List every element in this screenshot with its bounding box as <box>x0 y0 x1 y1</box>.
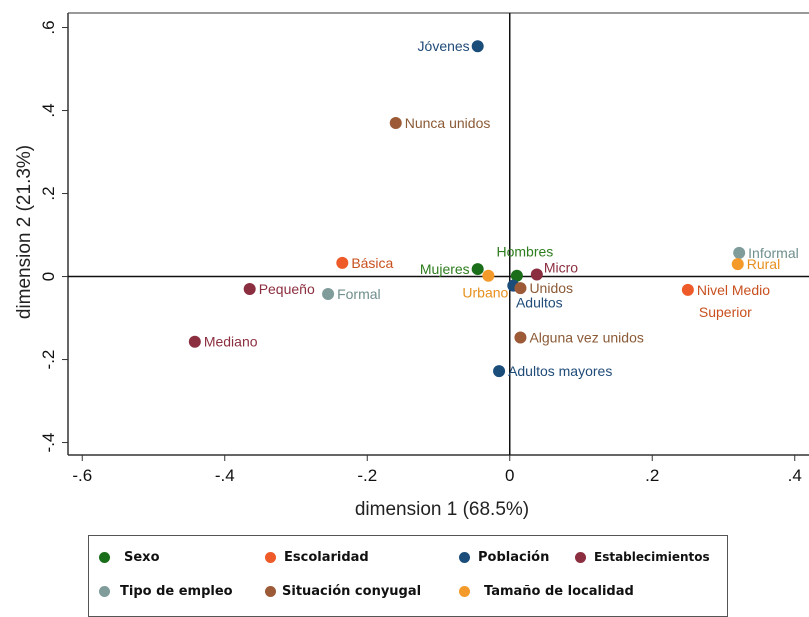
data-point <box>471 40 484 53</box>
data-point <box>731 258 744 271</box>
y-axis-title: dimension 2 (21.3%) <box>14 145 35 319</box>
x-tick-label: -.4 <box>215 466 235 485</box>
data-point <box>514 331 527 344</box>
legend-label: Escolaridad <box>284 550 369 565</box>
point-label: Nunca unidos <box>405 115 491 131</box>
point-label: Urbano <box>462 285 508 301</box>
point-label: Informal <box>748 245 799 261</box>
data-point <box>243 282 256 295</box>
legend-swatch <box>575 551 586 563</box>
axes: -.6 -.4 -.2 0 .2 .4 -.4 -.2 0 .2 .4 .6 <box>39 12 809 485</box>
data-point <box>733 246 746 259</box>
point-label: Adultos mayores <box>508 363 612 379</box>
y-tick-label: 0 <box>39 272 58 281</box>
legend-item-situacion-conyugal: Situación conyugal <box>265 584 421 599</box>
x-tick-label: .2 <box>645 466 659 485</box>
y-tick-label: .6 <box>39 20 58 34</box>
data-point <box>493 365 506 378</box>
legend-swatch <box>99 586 110 597</box>
data-point <box>681 283 694 296</box>
x-tick-label: .4 <box>788 466 802 485</box>
data-point <box>389 116 402 129</box>
legend-item-poblacion: Población <box>459 550 549 565</box>
legend-label: Situación conyugal <box>282 584 422 599</box>
y-tick-label: -.4 <box>39 433 58 453</box>
legend: Sexo Escolaridad Población Establecimien… <box>88 535 728 617</box>
data-point <box>336 256 349 269</box>
y-tick-label: .4 <box>39 103 58 117</box>
data-point <box>514 282 527 295</box>
data-point <box>471 263 484 276</box>
point-label: Jóvenes <box>418 38 470 54</box>
legend-label: Tamaño de localidad <box>484 584 634 599</box>
legend-label: Población <box>478 550 550 565</box>
legend-swatch <box>265 552 276 563</box>
data-points: Mujeres Hombres Básica Nivel Medio Superior J… <box>188 38 799 379</box>
legend-swatch <box>459 586 470 597</box>
data-point <box>482 269 495 282</box>
data-point <box>530 268 543 281</box>
point-label: Micro <box>544 259 578 275</box>
y-tick-label: -.2 <box>39 350 58 370</box>
x-tick-label: 0 <box>505 466 514 485</box>
x-tick-label: -.2 <box>357 466 377 485</box>
data-point <box>322 287 335 300</box>
point-label: Rural <box>747 256 780 272</box>
point-label: Básica <box>351 255 393 271</box>
data-point <box>510 269 523 282</box>
x-axis-title: dimension 1 (68.5%) <box>355 499 529 520</box>
point-label: Hombres <box>496 244 553 260</box>
data-point <box>188 335 201 348</box>
legend-swatch <box>459 552 470 563</box>
point-label: Adultos <box>516 295 563 311</box>
legend-label: Establecimientos <box>594 550 710 564</box>
point-label: Unidos <box>529 280 573 296</box>
point-label: Formal <box>337 286 381 302</box>
legend-swatch <box>99 552 110 563</box>
legend-label: Sexo <box>124 550 160 565</box>
x-tick-label: -.6 <box>72 466 92 485</box>
legend-item-tipo-de-empleo: Tipo de empleo <box>99 584 233 599</box>
legend-item-sexo: Sexo <box>99 550 160 565</box>
point-label: Nivel Medio Superior <box>697 282 770 320</box>
legend-item-establecimientos: Establecimientos <box>575 550 710 564</box>
legend-swatch <box>265 586 276 597</box>
legend-label: Tipo de empleo <box>120 584 233 599</box>
legend-item-escolaridad: Escolaridad <box>265 550 369 565</box>
y-tick-label: .2 <box>39 186 58 200</box>
point-label: Alguna vez unidos <box>529 330 643 346</box>
point-label: Mediano <box>204 334 258 350</box>
legend-item-tamano-de-localidad: Tamaño de localidad <box>459 584 634 599</box>
point-label: Pequeño <box>259 281 315 297</box>
point-label: Mujeres <box>420 261 470 277</box>
